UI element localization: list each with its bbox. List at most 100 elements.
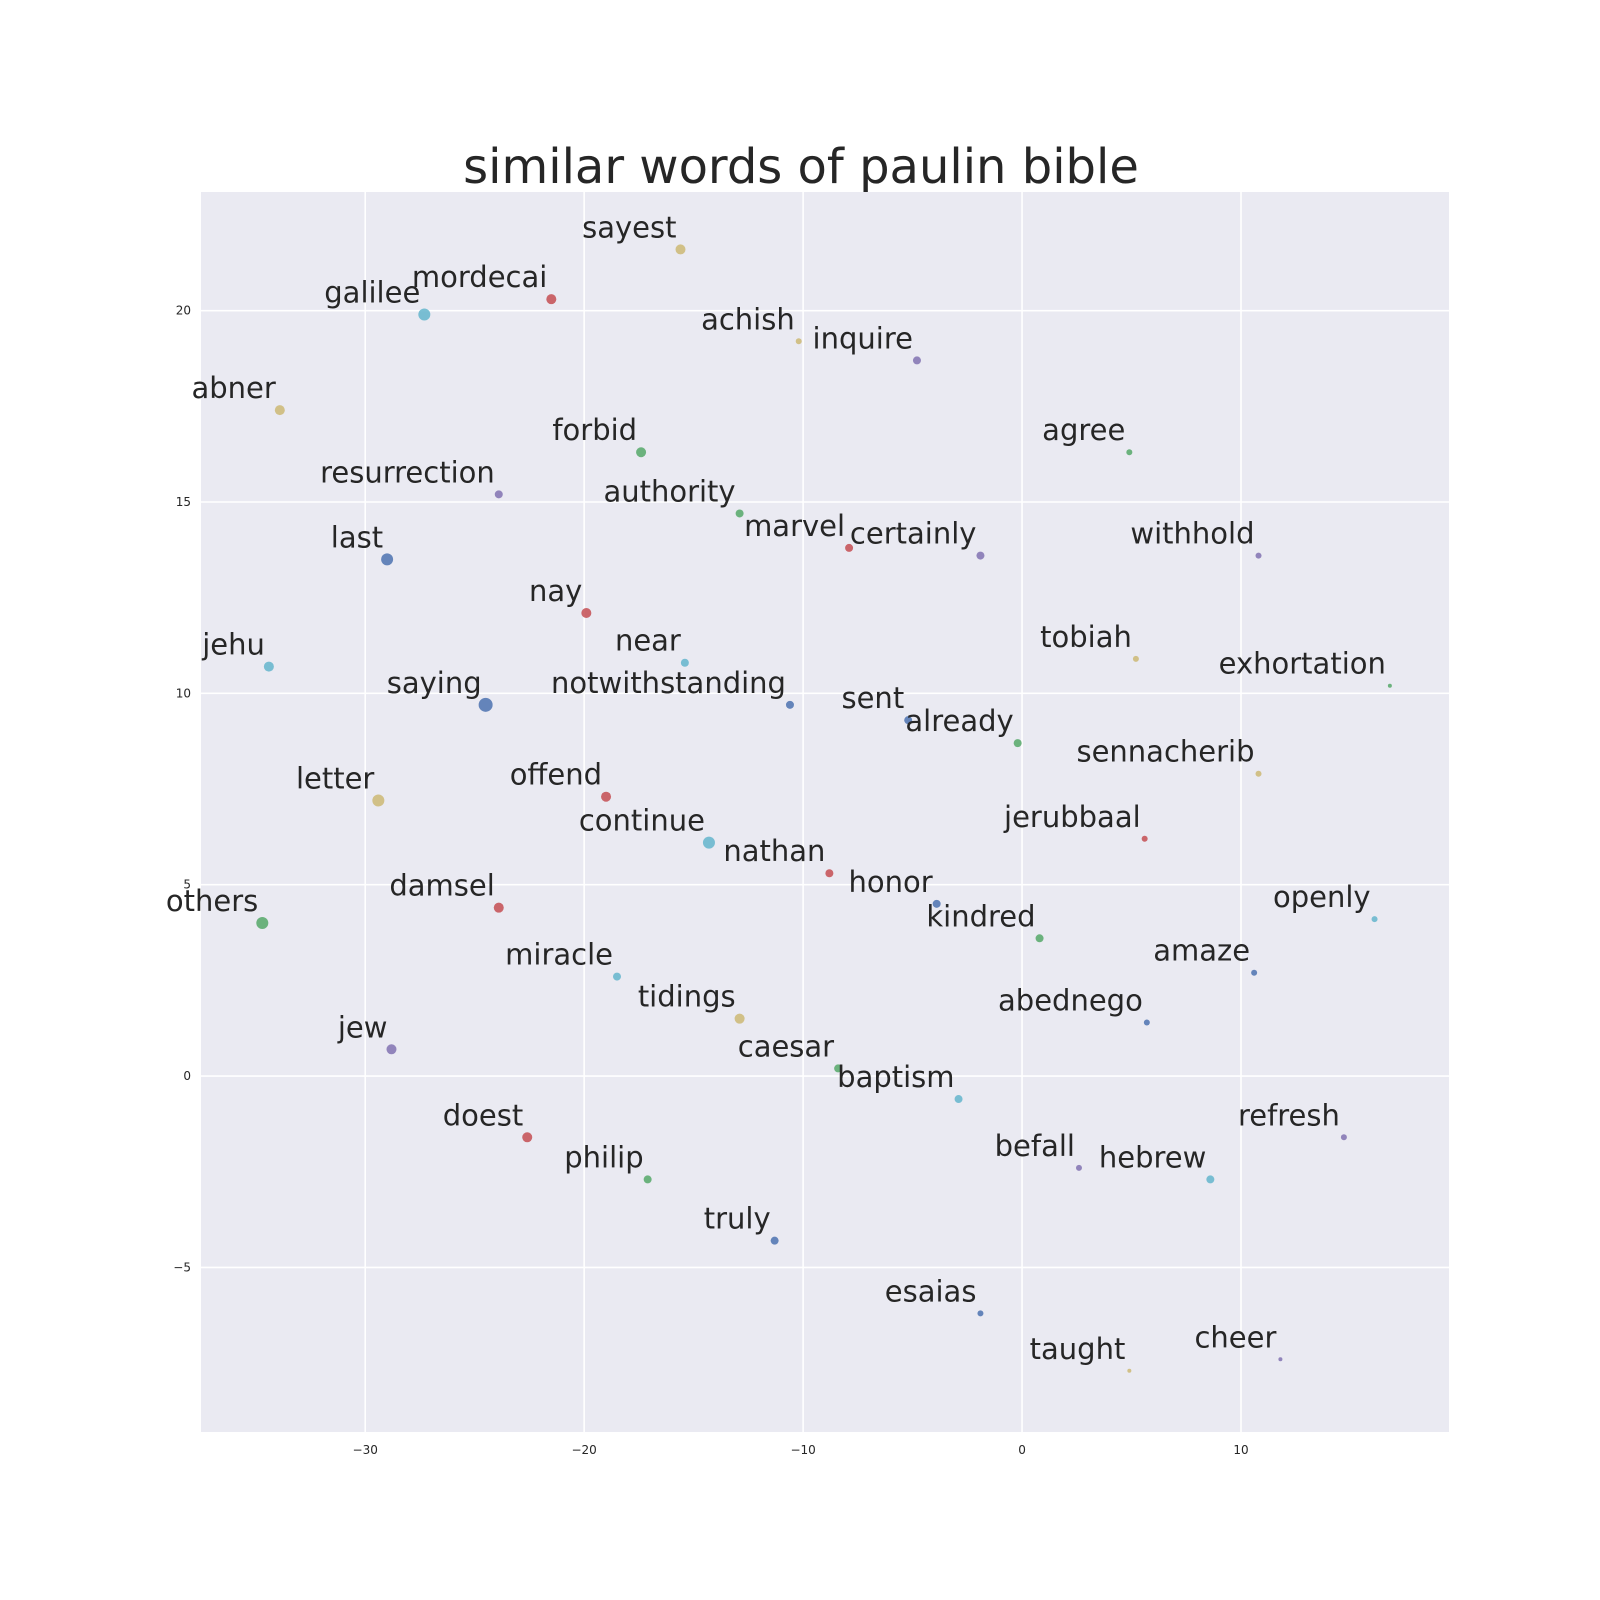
data-point bbox=[904, 716, 913, 725]
data-point bbox=[912, 356, 921, 365]
data-point bbox=[418, 308, 431, 321]
point-label: certainly bbox=[850, 517, 977, 551]
point-label: sayest bbox=[582, 210, 676, 244]
y-tick-label: 0 bbox=[183, 1069, 191, 1083]
data-point bbox=[770, 1236, 779, 1245]
data-point bbox=[845, 543, 854, 552]
y-tick-label: −5 bbox=[173, 1260, 191, 1274]
data-point bbox=[675, 244, 686, 255]
point-label: nay bbox=[529, 574, 582, 608]
point-label: hebrew bbox=[1099, 1140, 1206, 1174]
point-label: tobiah bbox=[1040, 620, 1132, 654]
data-point bbox=[1371, 916, 1378, 923]
x-axis-ticks: −30 −20 −10 0 10 bbox=[353, 1443, 1249, 1457]
data-point bbox=[493, 902, 504, 913]
point-label: openly bbox=[1273, 880, 1371, 914]
x-tick-label: −20 bbox=[571, 1443, 596, 1457]
y-tick-label: 20 bbox=[176, 304, 191, 318]
data-point bbox=[643, 1175, 652, 1184]
data-point bbox=[1206, 1175, 1215, 1184]
data-point bbox=[386, 1044, 397, 1055]
data-point bbox=[795, 338, 802, 345]
data-point bbox=[932, 899, 941, 908]
data-point bbox=[381, 553, 394, 566]
data-point bbox=[834, 1064, 843, 1073]
point-label: marvel bbox=[744, 509, 845, 543]
x-tick-label: 0 bbox=[1018, 1443, 1026, 1457]
point-label: baptism bbox=[837, 1060, 954, 1094]
point-label: befall bbox=[995, 1129, 1075, 1163]
data-point bbox=[976, 551, 985, 560]
point-label: others bbox=[166, 884, 258, 918]
point-label: saying bbox=[387, 666, 482, 700]
point-label: jehu bbox=[201, 628, 265, 662]
data-point bbox=[274, 405, 285, 416]
data-point bbox=[1013, 739, 1022, 748]
plot-area bbox=[201, 192, 1449, 1432]
point-label: continue bbox=[579, 804, 705, 838]
point-label: exhortation bbox=[1219, 647, 1386, 681]
point-label: already bbox=[905, 704, 1013, 738]
data-point bbox=[1035, 934, 1044, 943]
data-point bbox=[581, 607, 592, 618]
data-point bbox=[636, 447, 647, 458]
x-tick-label: −30 bbox=[353, 1443, 378, 1457]
point-label: near bbox=[615, 624, 681, 658]
point-label: withhold bbox=[1130, 517, 1254, 551]
chart-title: similar words of paulin bible bbox=[463, 139, 1139, 195]
data-point bbox=[263, 661, 274, 672]
data-point bbox=[977, 1310, 984, 1317]
point-label: notwithstanding bbox=[551, 666, 786, 700]
data-point bbox=[522, 1132, 533, 1143]
data-point bbox=[1278, 1357, 1283, 1362]
data-point bbox=[478, 697, 493, 712]
point-label: honor bbox=[848, 865, 932, 899]
y-tick-label: 15 bbox=[176, 495, 191, 509]
data-point bbox=[1251, 969, 1258, 976]
point-label: doest bbox=[443, 1098, 523, 1132]
point-label: philip bbox=[564, 1140, 643, 1174]
data-point bbox=[546, 294, 557, 305]
data-point bbox=[954, 1095, 963, 1104]
data-point bbox=[735, 509, 744, 518]
data-point bbox=[680, 658, 689, 667]
data-point bbox=[1132, 655, 1139, 662]
data-point bbox=[702, 836, 715, 849]
y-tick-label: 5 bbox=[183, 878, 191, 892]
data-point bbox=[1143, 1019, 1150, 1026]
point-label: cheer bbox=[1194, 1320, 1276, 1354]
data-point bbox=[1255, 770, 1262, 777]
point-label: caesar bbox=[738, 1029, 834, 1063]
data-point bbox=[372, 794, 385, 807]
point-label: sent bbox=[841, 681, 904, 715]
data-point bbox=[256, 916, 269, 929]
point-label: amaze bbox=[1153, 934, 1250, 968]
point-label: esaias bbox=[885, 1274, 977, 1308]
point-label: refresh bbox=[1238, 1098, 1340, 1132]
point-label: abner bbox=[191, 371, 275, 405]
point-label: letter bbox=[296, 762, 374, 796]
data-point bbox=[1255, 552, 1262, 559]
point-label: authority bbox=[603, 474, 735, 508]
point-label: galilee bbox=[324, 275, 420, 309]
point-label: jerubbaal bbox=[1003, 800, 1141, 834]
point-label: taught bbox=[1030, 1332, 1126, 1366]
data-point bbox=[1387, 683, 1392, 688]
point-label: mordecai bbox=[412, 260, 547, 294]
point-label: damsel bbox=[389, 869, 494, 903]
data-point bbox=[1141, 835, 1148, 842]
data-point bbox=[825, 869, 834, 878]
point-label: kindred bbox=[926, 899, 1035, 933]
data-points bbox=[256, 244, 1392, 1373]
data-point bbox=[494, 490, 503, 499]
point-label: miracle bbox=[505, 938, 613, 972]
point-label: offend bbox=[510, 758, 602, 792]
data-point bbox=[1075, 1164, 1082, 1171]
point-label: resurrection bbox=[320, 455, 495, 489]
point-label: tidings bbox=[638, 980, 736, 1014]
point-label: nathan bbox=[723, 834, 825, 868]
data-point bbox=[785, 700, 794, 709]
point-label: truly bbox=[704, 1202, 771, 1236]
